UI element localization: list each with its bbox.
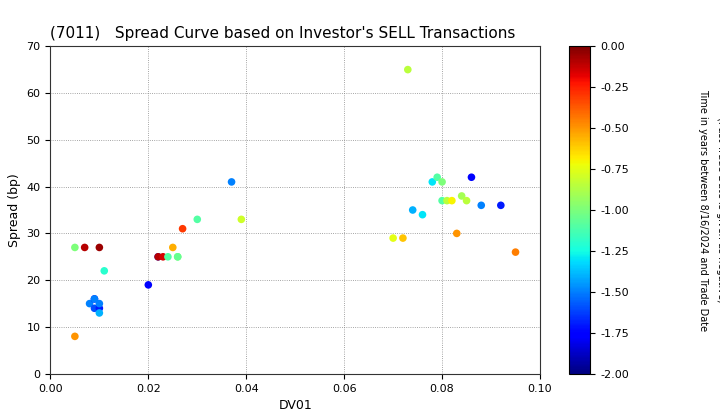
Point <box>426 178 438 185</box>
Point <box>157 253 168 260</box>
Point <box>475 202 487 209</box>
Point <box>162 253 174 260</box>
Point <box>167 244 179 251</box>
Point <box>69 333 81 340</box>
Point <box>431 174 443 181</box>
Point <box>89 296 100 302</box>
Point <box>417 211 428 218</box>
Text: Time in years between 8/16/2024 and Trade Date: Time in years between 8/16/2024 and Trad… <box>698 89 708 331</box>
Point <box>510 249 521 255</box>
Point <box>235 216 247 223</box>
Point <box>441 197 453 204</box>
Text: (7011)   Spread Curve based on Investor's SELL Transactions: (7011) Spread Curve based on Investor's … <box>50 26 516 41</box>
Point <box>402 66 413 73</box>
X-axis label: DV01: DV01 <box>279 399 312 412</box>
Point <box>436 197 448 204</box>
Point <box>177 226 189 232</box>
Point <box>84 300 95 307</box>
Point <box>94 305 105 312</box>
Point <box>143 281 154 288</box>
Point <box>192 216 203 223</box>
Y-axis label: Spread (bp): Spread (bp) <box>8 173 21 247</box>
Point <box>153 253 164 260</box>
Point <box>79 244 91 251</box>
Point <box>436 178 448 185</box>
Point <box>99 268 110 274</box>
Text: (Past Trade Date is given as negative): (Past Trade Date is given as negative) <box>716 117 720 303</box>
Point <box>466 174 477 181</box>
Point <box>94 244 105 251</box>
Point <box>446 197 458 204</box>
Point <box>153 253 164 260</box>
Point <box>495 202 507 209</box>
Point <box>69 244 81 251</box>
Point <box>456 193 467 199</box>
Point <box>226 178 238 185</box>
Point <box>451 230 462 237</box>
Point <box>172 253 184 260</box>
Point <box>407 207 418 213</box>
Point <box>172 253 184 260</box>
Point <box>89 305 100 312</box>
Point <box>94 310 105 316</box>
Point <box>89 296 100 302</box>
Point <box>94 300 105 307</box>
Point <box>387 235 399 242</box>
Point <box>461 197 472 204</box>
Point <box>397 235 409 242</box>
